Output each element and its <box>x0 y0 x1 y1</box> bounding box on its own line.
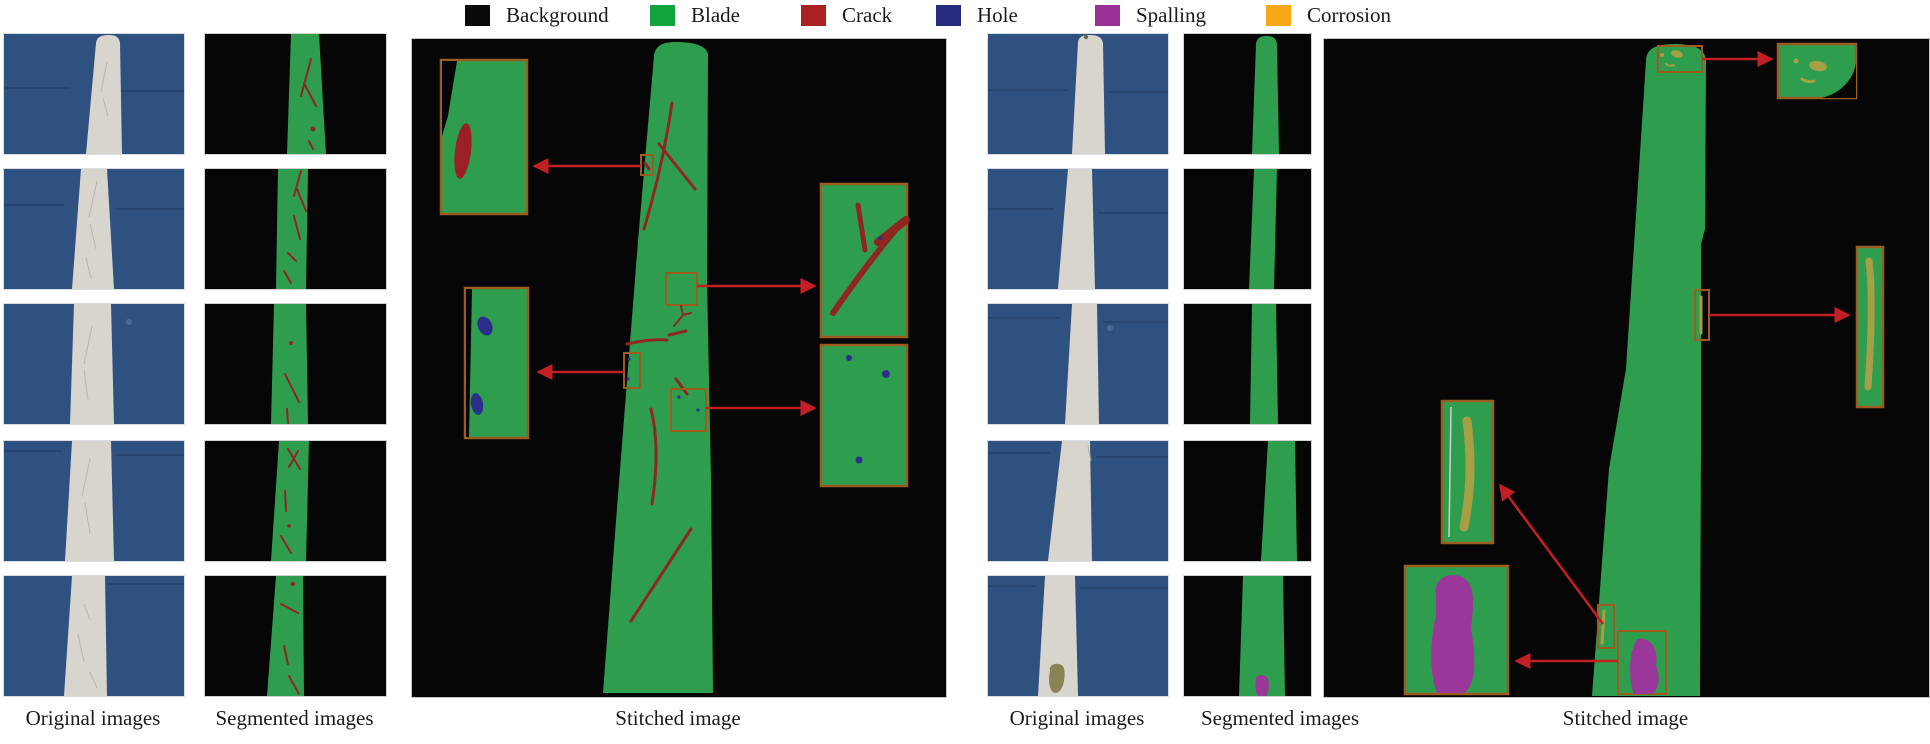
hole-swatch-icon <box>936 5 961 26</box>
legend-item-background: Background <box>465 3 609 28</box>
legend-label: Blade <box>691 3 740 27</box>
left-segmented-image-4 <box>204 440 387 562</box>
caption-left-segmented: Segmented images <box>215 706 374 730</box>
caption-right-segmented: Segmented images <box>1200 706 1360 730</box>
right-segmented-image-1 <box>1183 33 1312 155</box>
inset-spalling-magnified <box>1403 564 1510 696</box>
inset-corrosion-lower-magnified <box>1440 399 1495 545</box>
crack-mark <box>643 161 651 171</box>
caption-left-original: Original images <box>25 706 161 730</box>
legend-label: Spalling <box>1136 3 1207 27</box>
right-segmented-image-5 <box>1183 575 1312 697</box>
legend-item-spalling: Spalling <box>1095 3 1206 28</box>
blade-swatch-icon <box>650 5 675 26</box>
right-original-image-4 <box>987 440 1169 562</box>
right-stitched-image <box>1323 38 1930 698</box>
inset-holes-magnified <box>463 286 530 440</box>
crack-mark <box>657 142 697 191</box>
zoom-arrow <box>1498 483 1605 625</box>
legend-item-crack: Crack <box>801 3 892 28</box>
right-original-image-3 <box>987 303 1169 425</box>
crack-swatch-icon <box>801 5 826 26</box>
legend-label: Hole <box>977 3 1018 27</box>
left-segmented-image-3 <box>204 303 387 425</box>
zoom-box-crack-y <box>665 272 698 306</box>
left-original-image-4 <box>3 440 185 562</box>
caption-left-stitched: Stitched image <box>615 706 741 730</box>
zoom-box-corrosion-lower <box>1597 604 1615 649</box>
stitched-blade-shape <box>1592 44 1706 696</box>
right-segmented-image-4 <box>1183 440 1312 562</box>
crack-mark <box>629 527 693 623</box>
left-original-image-1 <box>3 33 185 155</box>
right-original-image-5 <box>987 575 1169 697</box>
corrosion-mark <box>1660 53 1664 57</box>
left-original-image-5 <box>3 575 185 697</box>
legend-label: Corrosion <box>1307 3 1391 27</box>
inset-corrosion-edge-magnified <box>1855 245 1885 409</box>
legend-item-corrosion: Corrosion <box>1266 3 1391 28</box>
spalling-mark <box>1630 638 1659 694</box>
crack-mark <box>642 101 674 231</box>
left-original-image-3 <box>3 303 185 425</box>
crack-mark <box>674 377 689 396</box>
corrosion-damage-spot <box>1049 663 1065 693</box>
stitched-blade-shape <box>603 42 713 693</box>
crack-mark <box>649 407 658 506</box>
inset-crack-y-magnified <box>819 182 910 339</box>
inset-corrosion-tip-magnified <box>1776 42 1858 100</box>
right-original-image-1 <box>987 33 1169 155</box>
corrosion-mark <box>1665 63 1675 67</box>
inset-crack-magnified <box>439 58 529 216</box>
spalling-mark <box>1255 675 1269 696</box>
corrosion-mark <box>1671 50 1683 58</box>
inset-holes-2-magnified <box>819 343 909 488</box>
left-segmented-image-1 <box>204 33 387 155</box>
right-original-image-2 <box>987 168 1169 290</box>
legend-item-blade: Blade <box>650 3 740 28</box>
crack-mark <box>625 329 688 346</box>
left-segmented-image-2 <box>204 168 387 290</box>
left-original-image-2 <box>3 168 185 290</box>
legend-item-hole: Hole <box>936 3 1018 28</box>
legend-label: Crack <box>842 3 893 27</box>
zoom-box-holes <box>623 352 641 389</box>
left-stitched-image <box>411 38 947 698</box>
spalling-swatch-icon <box>1095 5 1120 26</box>
caption-right-stitched: Stitched image <box>1562 706 1689 730</box>
left-segmented-image-5 <box>204 575 387 697</box>
right-segmented-image-3 <box>1183 303 1312 425</box>
background-swatch-icon <box>465 5 490 26</box>
legend-label: Background <box>506 3 609 27</box>
caption-right-original: Original images <box>1009 706 1145 730</box>
zoom-box-holes-2 <box>670 388 707 432</box>
corrosion-swatch-icon <box>1266 5 1291 26</box>
right-segmented-image-2 <box>1183 168 1312 290</box>
